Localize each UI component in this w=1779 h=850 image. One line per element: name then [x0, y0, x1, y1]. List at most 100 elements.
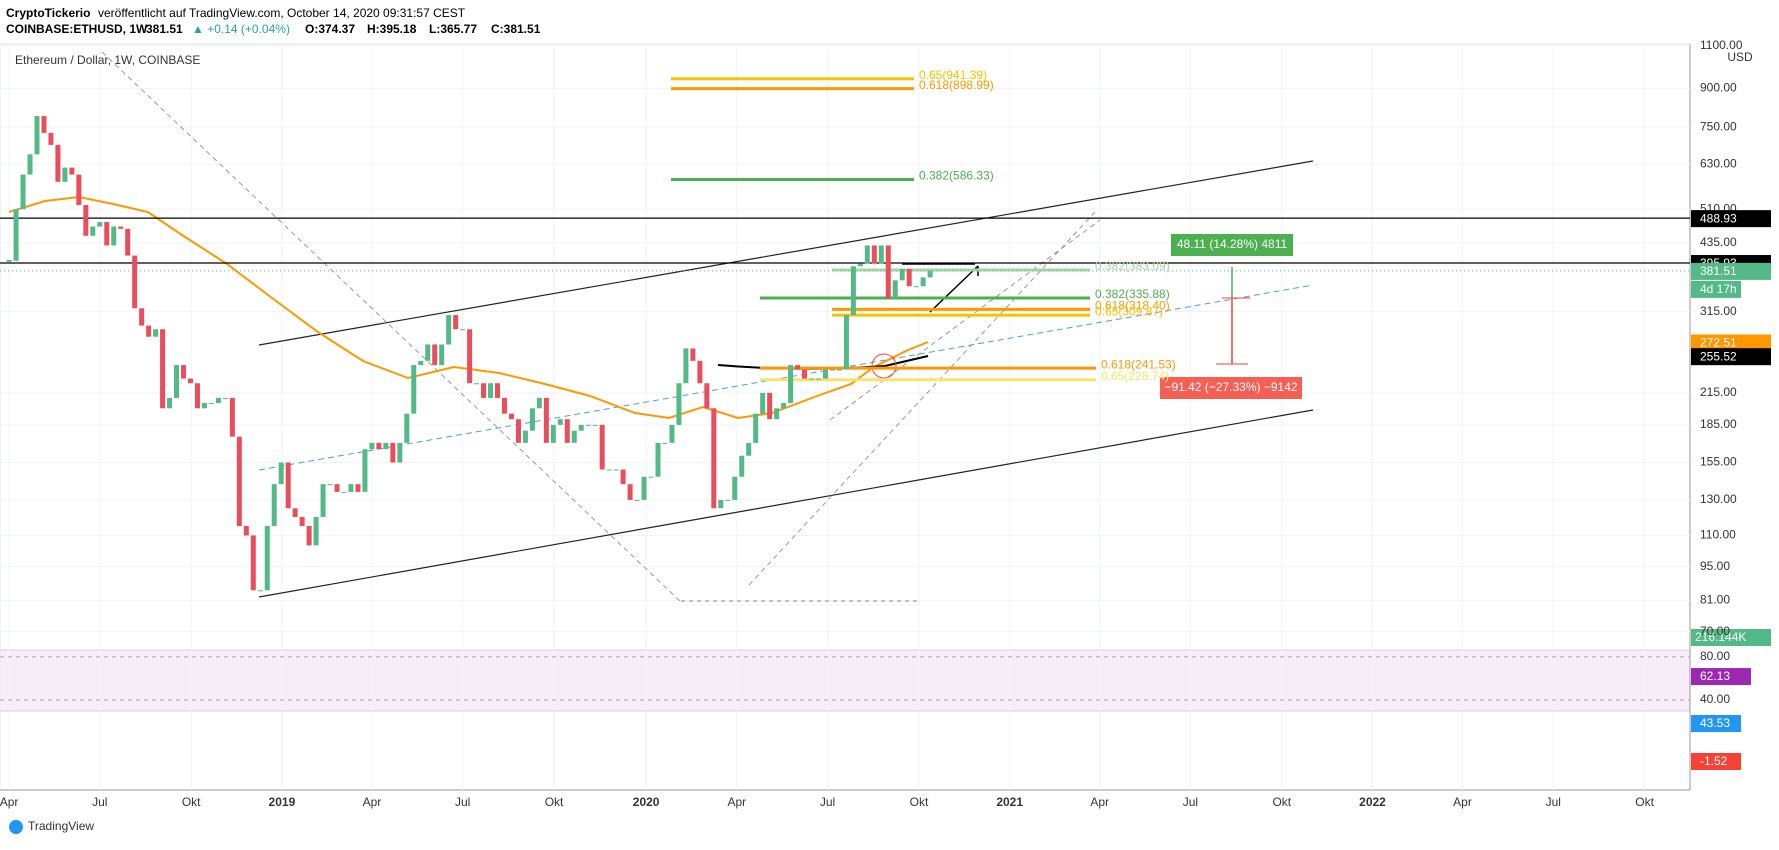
candle	[669, 424, 675, 443]
candle	[139, 308, 145, 326]
candle	[62, 167, 68, 182]
candle	[453, 315, 459, 330]
rsi-value-box	[1691, 668, 1751, 686]
ohlc-value: L:365.77	[429, 22, 477, 36]
candle	[236, 436, 242, 527]
currency: USD	[1727, 50, 1753, 64]
chart-title: Ethereum / Dollar, 1W, COINBASE	[15, 53, 200, 67]
candle	[697, 360, 703, 384]
fib-label: 0.65(941.39)	[919, 68, 987, 82]
y-tick-label: 95.00	[1700, 559, 1730, 573]
candle	[676, 383, 682, 425]
candle	[662, 442, 668, 444]
candle	[41, 116, 47, 133]
candle	[871, 245, 877, 264]
candle	[843, 315, 849, 370]
diag-down	[101, 51, 682, 603]
candle	[850, 266, 856, 316]
candle	[815, 378, 821, 380]
candle	[829, 369, 835, 371]
candle	[97, 222, 103, 227]
measure-label: −91.42 (−27.33%) −9142	[1164, 380, 1297, 394]
fib-label: 0.65(228.74)	[1101, 369, 1169, 383]
candle	[292, 508, 298, 517]
price-label-box	[1691, 210, 1771, 228]
fib-label: 0.618(241.53)	[1101, 357, 1176, 371]
author: CryptoTickerio	[6, 6, 90, 20]
candle	[613, 469, 619, 471]
x-tick-label: Okt	[1272, 795, 1291, 809]
candle	[906, 268, 912, 287]
candle	[809, 378, 815, 380]
y-tick-label: 315.00	[1700, 304, 1737, 318]
ohlc-value: O:374.37	[305, 22, 355, 36]
candle	[55, 144, 61, 182]
candle	[201, 403, 207, 409]
candle	[704, 383, 710, 409]
candle	[76, 174, 82, 206]
x-tick-label: Okt	[1635, 795, 1654, 809]
candle	[320, 484, 326, 517]
candle	[767, 392, 773, 420]
candle	[474, 383, 480, 385]
change: ▲ +0.14 (+0.04%)	[192, 22, 290, 36]
price-label: 488.93	[1700, 211, 1737, 225]
x-tick-label: Apr	[363, 795, 382, 809]
candle	[878, 245, 884, 264]
candle	[174, 365, 180, 398]
price-label: 272.51	[1700, 336, 1737, 350]
candle	[313, 516, 319, 546]
last-price: 381.51	[146, 22, 183, 36]
candle	[788, 365, 794, 404]
rsi-value: 62.13	[1700, 669, 1730, 683]
brand: TradingView	[28, 819, 94, 833]
macd-value-box	[1691, 715, 1741, 732]
candle	[355, 484, 361, 492]
candle	[885, 245, 891, 299]
candle	[515, 419, 521, 443]
measure-box	[1160, 377, 1302, 399]
candle	[13, 209, 19, 261]
candle	[20, 174, 26, 210]
candle	[271, 484, 277, 527]
candle	[181, 365, 187, 379]
fib-label: 0.382(383.09)	[1095, 259, 1170, 273]
candle	[215, 397, 221, 404]
x-tick-label: 2020	[633, 795, 660, 809]
candle	[795, 365, 801, 370]
x-tick-label: Apr	[1090, 795, 1109, 809]
channel-upper	[258, 160, 1314, 346]
candle	[243, 526, 249, 536]
candle	[746, 442, 752, 456]
y-tick-label: 1100.00	[1700, 38, 1743, 52]
candle	[411, 365, 417, 414]
ohlc: O:374.37 H:395.18 L:365.77 C:381.51	[305, 22, 541, 36]
candle	[250, 535, 256, 591]
x-tick-label: Jul	[92, 795, 107, 809]
price-label-box	[1691, 334, 1771, 352]
candle	[194, 383, 200, 409]
price-label: 381.51	[1700, 264, 1737, 278]
x-tick-label: Okt	[910, 795, 929, 809]
candle	[425, 344, 431, 361]
x-tick-label: 2022	[1359, 795, 1386, 809]
candle	[620, 469, 626, 485]
candle	[488, 383, 494, 398]
x-tick-label: Okt	[182, 795, 201, 809]
x-tick-label: Okt	[545, 795, 564, 809]
measure-box	[1171, 234, 1293, 256]
countdown: 4d 17h	[1700, 282, 1737, 296]
candle	[571, 430, 577, 443]
candle	[578, 424, 584, 431]
y-tick-label: 185.00	[1700, 417, 1737, 431]
candle	[543, 397, 549, 443]
fib-label: 0.65(309.87)	[1095, 304, 1163, 318]
rsi-tick-label: 80.00	[1700, 649, 1730, 663]
candle	[299, 516, 305, 527]
candle	[753, 413, 759, 443]
y-tick-label: 70.00	[1700, 624, 1730, 638]
candle	[529, 408, 535, 431]
candle	[167, 397, 173, 409]
candle	[90, 226, 96, 236]
grid	[0, 44, 1690, 790]
